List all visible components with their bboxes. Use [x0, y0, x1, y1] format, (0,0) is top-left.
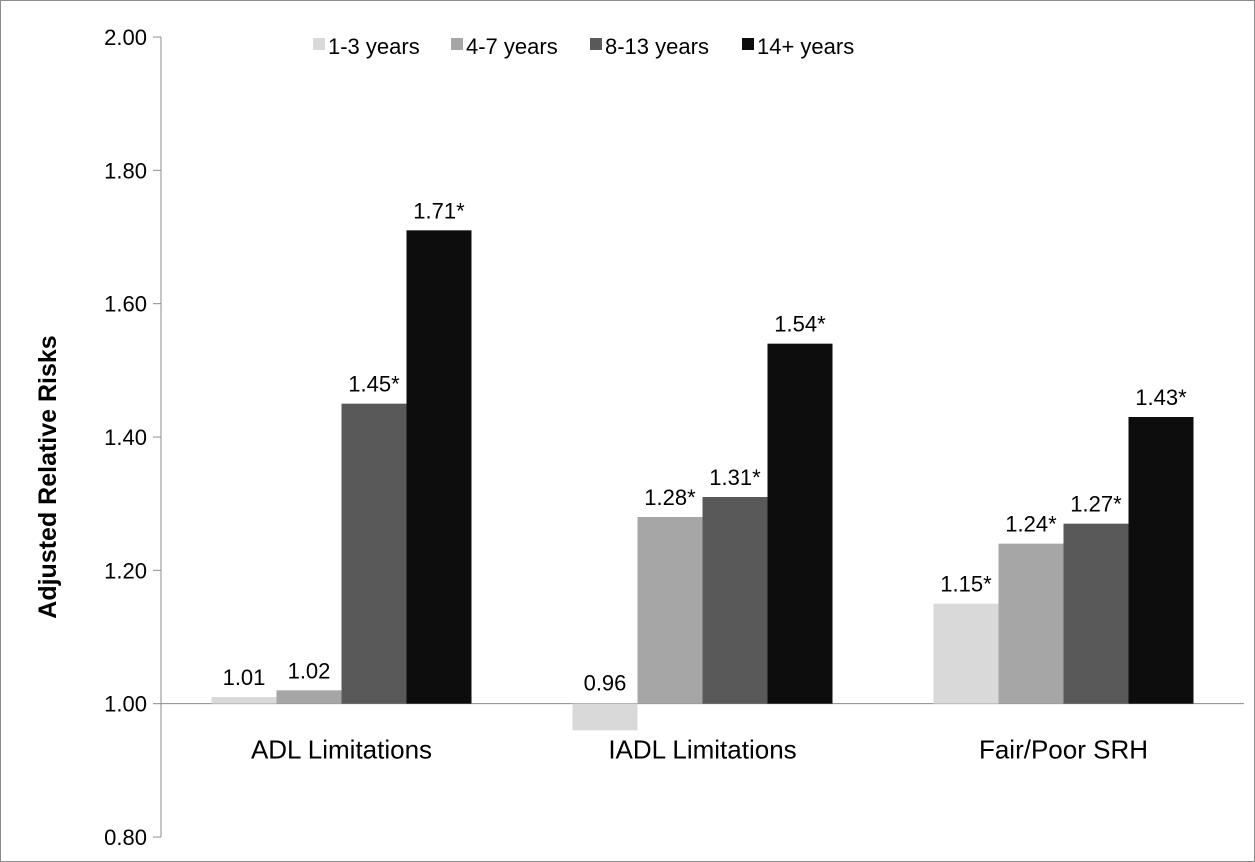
legend-label: 4-7 years	[466, 34, 558, 59]
bar	[276, 690, 342, 704]
x-category-label: Fair/Poor SRH	[979, 735, 1148, 765]
data-label: 1.71*	[413, 198, 465, 223]
bar	[211, 697, 277, 704]
bar	[933, 603, 999, 704]
legend-swatch	[742, 38, 754, 50]
data-label: 1.54*	[774, 312, 826, 337]
data-label: 1.31*	[709, 465, 761, 490]
bar	[702, 497, 768, 704]
x-category-label: ADL Limitations	[251, 735, 432, 765]
y-axis-title: Adjusted Relative Risks	[34, 335, 62, 618]
legend-label: 8-13 years	[605, 34, 709, 59]
y-tick-label: 1.60	[104, 292, 147, 317]
data-label: 1.15*	[940, 572, 992, 597]
bar	[406, 230, 472, 704]
bar	[1128, 417, 1194, 704]
y-tick-label: 0.80	[104, 825, 147, 850]
data-label: 0.96	[584, 671, 627, 696]
data-label: 1.27*	[1070, 492, 1122, 517]
legend-swatch	[451, 38, 463, 50]
x-category-label: IADL Limitations	[608, 735, 796, 765]
data-label: 1.28*	[644, 485, 696, 510]
data-label: 1.45*	[348, 372, 400, 397]
y-tick-label: 1.20	[104, 558, 147, 583]
data-label: 1.01	[223, 665, 266, 690]
legend-label: 1-3 years	[328, 34, 420, 59]
bar	[1063, 523, 1129, 704]
bar	[341, 403, 407, 704]
bar	[572, 703, 638, 731]
bar	[767, 343, 833, 704]
data-label: 1.43*	[1135, 385, 1187, 410]
legend-label: 14+ years	[757, 34, 854, 59]
y-tick-label: 1.00	[104, 692, 147, 717]
y-tick-label: 1.80	[104, 158, 147, 183]
y-tick-label: 2.00	[104, 25, 147, 50]
y-tick-label: 1.40	[104, 425, 147, 450]
bar	[637, 517, 703, 704]
data-label: 1.02	[288, 658, 331, 683]
legend-swatch	[313, 38, 325, 50]
bar	[998, 543, 1064, 704]
data-label: 1.24*	[1005, 512, 1057, 537]
legend-swatch	[590, 38, 602, 50]
